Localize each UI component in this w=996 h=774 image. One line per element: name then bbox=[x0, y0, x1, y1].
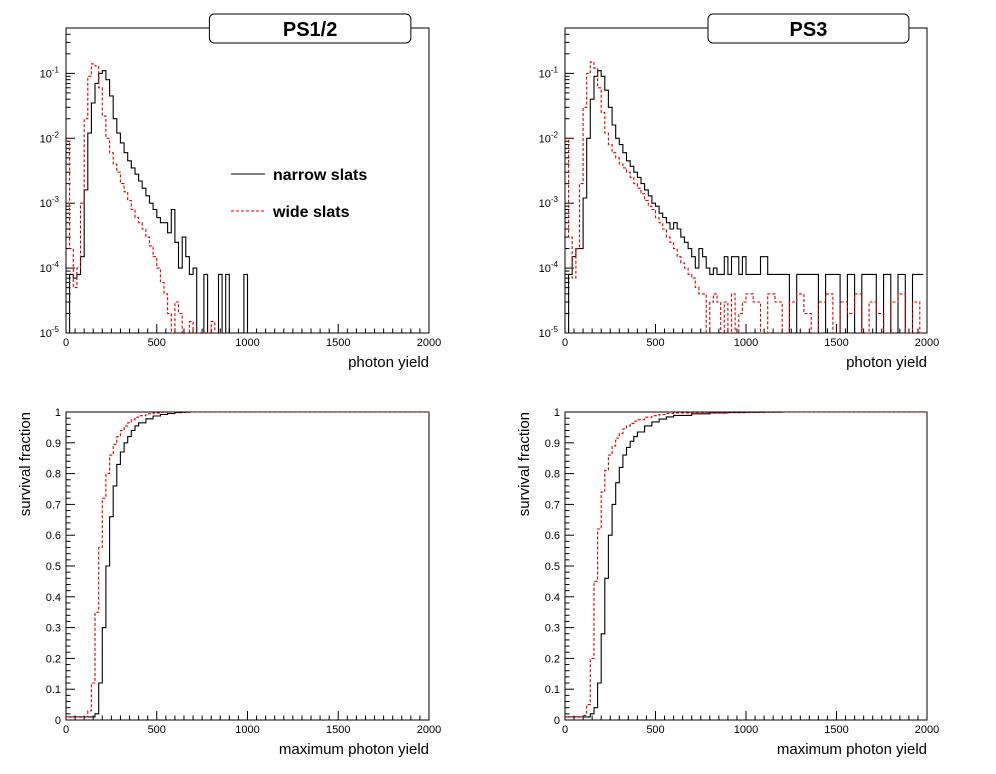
y-tick-label: 0 bbox=[55, 715, 61, 727]
x-tick-label: 1500 bbox=[824, 337, 848, 349]
series-wide-slats bbox=[66, 412, 429, 718]
y-tick-label: 10-3 bbox=[40, 195, 60, 210]
y-tick-label: 0.9 bbox=[46, 438, 61, 450]
y-axis-label: survival fraction bbox=[516, 412, 533, 516]
y-tick-label: 0.2 bbox=[545, 653, 560, 665]
x-tick-label: 1000 bbox=[734, 724, 758, 736]
x-tick-label: 1000 bbox=[734, 337, 758, 349]
x-tick-label: 1500 bbox=[824, 724, 848, 736]
y-tick-label: 10-1 bbox=[539, 65, 559, 80]
y-tick-label: 1 bbox=[554, 407, 560, 419]
plot-frame bbox=[564, 27, 928, 334]
y-tick-label: 10-4 bbox=[40, 260, 60, 275]
x-axis-label: photon yield bbox=[846, 354, 927, 371]
title-box bbox=[707, 13, 910, 44]
x-axis-label: maximum photon yield bbox=[777, 741, 927, 758]
x-tick-label: 1000 bbox=[235, 724, 259, 736]
y-tick-label: 0.1 bbox=[46, 684, 61, 696]
series-wide-slats bbox=[565, 61, 924, 333]
y-tick-label: 0.3 bbox=[545, 623, 560, 635]
x-tick-label: 1000 bbox=[235, 337, 259, 349]
y-tick-label: 0.1 bbox=[545, 684, 560, 696]
x-tick-label: 500 bbox=[148, 337, 166, 349]
x-tick-label: 500 bbox=[148, 724, 166, 736]
y-tick-label: 0.5 bbox=[545, 561, 560, 573]
chart-title: PS1/2 bbox=[283, 19, 337, 41]
y-tick-label: 0.3 bbox=[46, 623, 61, 635]
panel-top-left: 0 500 1000 1500 2000 10-1 10-2 10-3 10-4 10-5 phot… bbox=[40, 13, 441, 371]
y-tick-label: 0.5 bbox=[46, 561, 61, 573]
y-tick-label: 0.6 bbox=[545, 530, 560, 542]
x-tick-label: 1500 bbox=[326, 337, 350, 349]
y-tick-label: 0 bbox=[554, 715, 560, 727]
x-tick-label: 500 bbox=[646, 337, 664, 349]
x-axis-label: photon yield bbox=[348, 354, 429, 371]
series-narrow-slats bbox=[66, 70, 252, 333]
x-tick-label: 0 bbox=[562, 724, 568, 736]
x-tick-label: 2000 bbox=[417, 337, 441, 349]
panel-bottom-right: 0 500 1000 1500 2000 0 0.1 0.2 0.3 0.4 0.5 0.6 0.7 0.… bbox=[516, 407, 939, 758]
series-narrow-slats bbox=[66, 412, 429, 718]
y-tick-label: 0.7 bbox=[545, 499, 560, 511]
x-tick-label: 2000 bbox=[417, 724, 441, 736]
y-tick-label: 0.4 bbox=[46, 592, 61, 604]
y-tick-label: 0.8 bbox=[46, 469, 61, 481]
y-tick-label: 0.2 bbox=[46, 653, 61, 665]
y-tick-label: 0.7 bbox=[46, 499, 61, 511]
chart-title: PS3 bbox=[790, 19, 828, 41]
plot-frame bbox=[564, 411, 928, 721]
x-axis-label: maximum photon yield bbox=[279, 741, 429, 758]
y-tick-label: 10-1 bbox=[40, 65, 60, 80]
y-tick-label: 0.8 bbox=[545, 469, 560, 481]
y-tick-label: 10-3 bbox=[539, 195, 559, 210]
y-tick-label: 10-4 bbox=[539, 260, 559, 275]
series-wide-slats bbox=[66, 63, 226, 333]
x-tick-label: 500 bbox=[646, 724, 664, 736]
y-tick-label: 0.6 bbox=[46, 530, 61, 542]
y-tick-label: 10-5 bbox=[40, 325, 60, 340]
legend-label-wide: wide slats bbox=[272, 204, 350, 221]
y-tick-label: 10-2 bbox=[539, 130, 559, 145]
x-tick-label: 0 bbox=[562, 337, 568, 349]
y-tick-label: 0.9 bbox=[545, 438, 560, 450]
y-tick-label: 10-2 bbox=[40, 130, 60, 145]
y-axis-label: survival fraction bbox=[17, 412, 34, 516]
y-tick-label: 0.4 bbox=[545, 592, 560, 604]
x-tick-label: 2000 bbox=[915, 337, 939, 349]
x-tick-label: 0 bbox=[63, 337, 69, 349]
y-tick-label: 1 bbox=[55, 407, 61, 419]
panel-bottom-left: 0 500 1000 1500 2000 0 0.1 0.2 0.3 0.4 0.5 0.6 0.7 0.… bbox=[17, 407, 441, 758]
x-tick-label: 0 bbox=[63, 724, 69, 736]
series-wide-slats bbox=[565, 412, 927, 718]
y-tick-label: 10-5 bbox=[539, 325, 559, 340]
x-tick-label: 1500 bbox=[326, 724, 350, 736]
panel-top-right: 0 500 1000 1500 2000 10-1 10-2 10-3 10-4 10-5 phot… bbox=[539, 13, 939, 371]
series-narrow-slats bbox=[565, 70, 924, 333]
title-box bbox=[208, 13, 412, 44]
legend-label-narrow: narrow slats bbox=[273, 167, 367, 184]
x-tick-label: 2000 bbox=[915, 724, 939, 736]
series-narrow-slats bbox=[565, 412, 786, 718]
